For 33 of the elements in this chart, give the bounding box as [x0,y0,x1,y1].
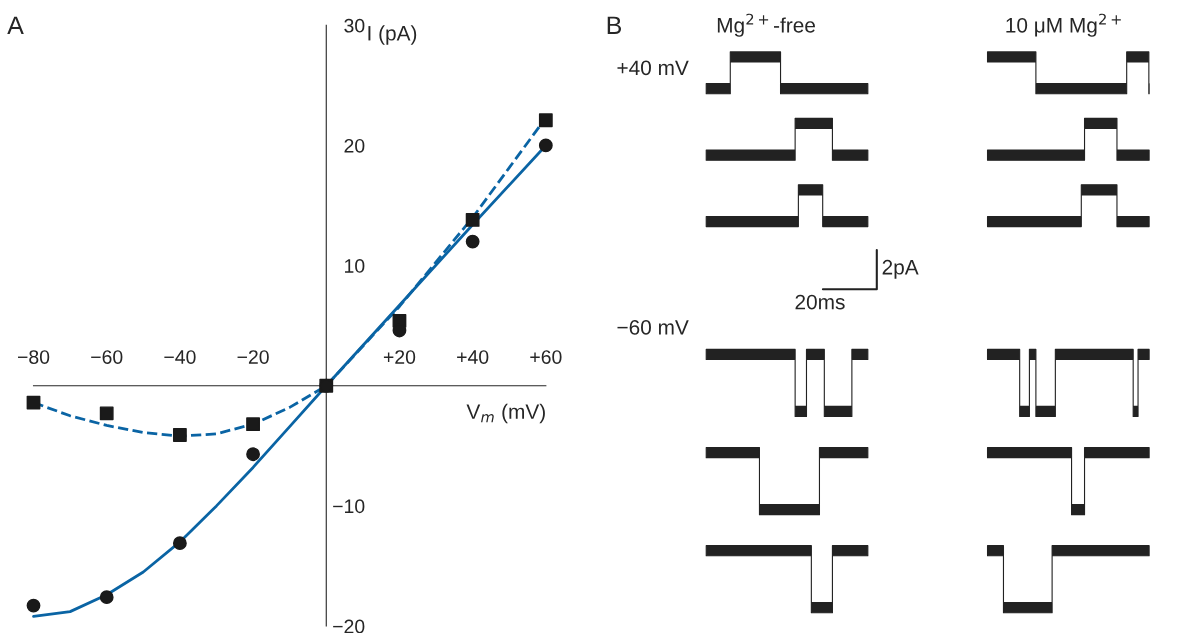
x-tick-label: +20 [383,350,416,364]
x-tick-label: +60 [530,350,562,364]
chart-title: A [7,16,24,34]
point [538,113,553,128]
text: 2pA [882,259,919,279]
point [172,536,187,551]
x-axis-title: V$_{m}$ (mV) [466,403,545,424]
point [26,598,41,613]
x-tick-label: −20 [237,350,269,364]
y-tick-label: 20 [344,138,365,153]
y-tick-label: 30 [344,18,365,33]
point [538,138,553,153]
point [246,417,260,432]
text: Mg$^{2+}$-free [717,13,815,37]
point [99,590,114,605]
y-tick-label: 10 [345,259,365,273]
x-tick-label: −40 [164,350,196,364]
x-tick-label: +40 [457,350,489,364]
text: −60 mV [617,320,689,335]
point [246,447,260,462]
point [172,428,187,442]
point [465,234,480,249]
text: 20ms [795,294,845,310]
x-tick-label: −60 [91,350,123,364]
x-tick-label: −80 [17,350,50,364]
text: +40 mV [617,60,689,76]
text: B [607,16,622,34]
text: 10 μM Mg$^{2+}$ [1006,13,1121,37]
point [465,213,480,227]
point [99,406,114,421]
y-tick-label: −20 [333,619,365,633]
y-axis-title: I (pA) [368,25,417,45]
y-tick-label: −10 [333,499,365,514]
